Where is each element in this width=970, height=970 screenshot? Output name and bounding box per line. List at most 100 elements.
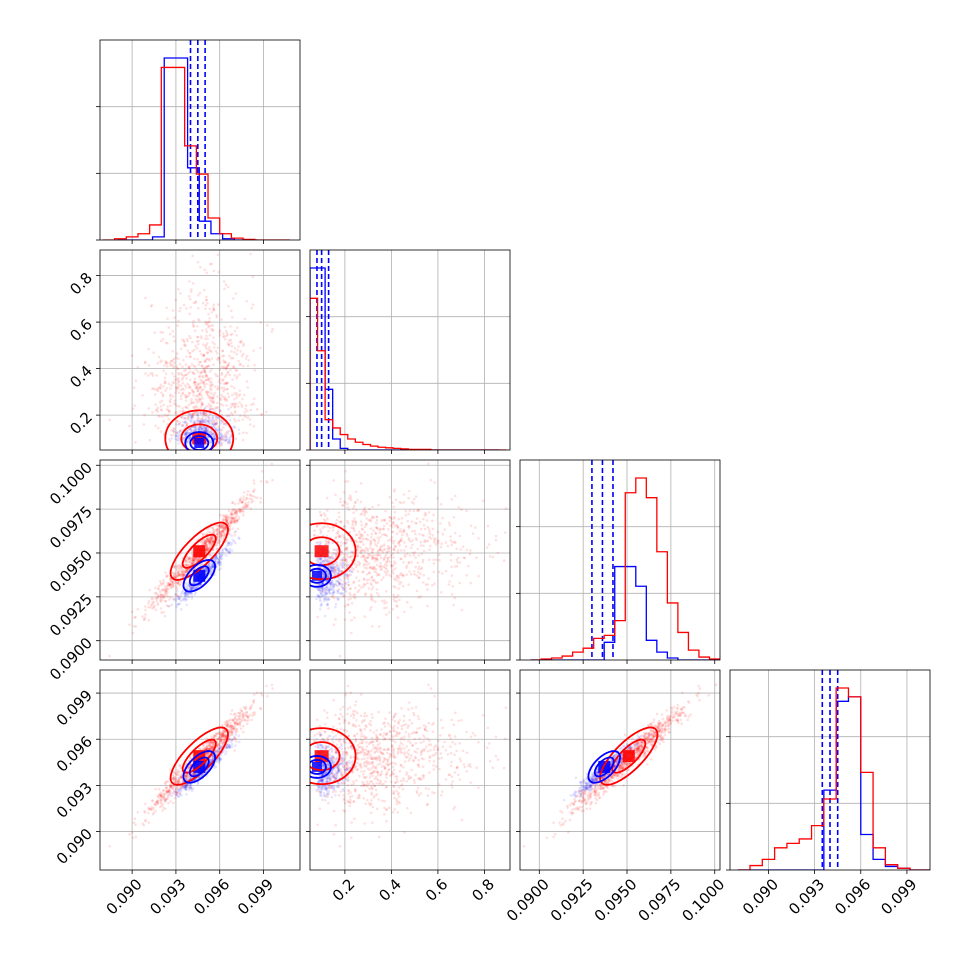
sample-point: [168, 598, 171, 601]
sample-point: [177, 423, 181, 426]
sample-point: [335, 563, 339, 567]
sample-point: [203, 370, 207, 374]
sample-point: [388, 806, 391, 809]
sample-point: [338, 844, 342, 848]
sample-point: [380, 752, 384, 755]
sample-point: [420, 552, 424, 556]
sample-point: [354, 501, 357, 504]
sample-point: [238, 507, 242, 511]
sample-point: [225, 734, 228, 737]
sample-point: [348, 530, 352, 534]
sample-point: [233, 729, 236, 732]
sample-point: [163, 380, 167, 383]
sample-point: [392, 715, 396, 719]
sample-point: [217, 524, 221, 528]
sample-point: [458, 581, 462, 585]
sample-point: [341, 715, 344, 718]
sample-point: [369, 771, 373, 775]
sample-point: [205, 295, 208, 299]
sample-point: [158, 599, 162, 602]
sample-point: [159, 791, 163, 794]
sample-point: [194, 344, 197, 348]
sample-point: [210, 740, 213, 744]
sample-point: [414, 565, 417, 569]
sample-point: [337, 581, 341, 584]
sample-point: [132, 386, 136, 390]
sample-point: [642, 753, 646, 756]
sample-point: [158, 400, 162, 404]
sample-point: [372, 740, 375, 743]
sample-point: [395, 523, 399, 527]
sample-point: [167, 791, 171, 794]
sample-point: [374, 532, 378, 535]
sample-point: [184, 417, 188, 421]
sample-point: [252, 482, 256, 485]
sample-point: [178, 568, 181, 571]
sample-point: [327, 574, 331, 577]
sample-point: [391, 607, 395, 611]
sample-point: [638, 747, 641, 750]
sample-point: [398, 530, 401, 533]
sample-point: [362, 772, 365, 776]
sample-point: [159, 600, 163, 603]
sample-point: [188, 386, 191, 390]
sample-point: [192, 406, 195, 409]
sample-point: [427, 787, 431, 791]
sample-point: [191, 411, 195, 415]
sample-point: [249, 252, 252, 256]
sample-point: [216, 533, 219, 536]
sample-point: [354, 710, 357, 713]
sample-point: [219, 523, 223, 527]
sample-point: [168, 394, 172, 398]
sample-point: [205, 405, 208, 408]
sample-point: [174, 298, 178, 302]
sample-point: [164, 590, 168, 593]
sample-point: [354, 490, 358, 494]
sample-point: [157, 414, 160, 418]
sample-point: [212, 531, 215, 535]
sample-point: [241, 500, 244, 504]
sample-point: [349, 555, 353, 558]
sample-point: [181, 570, 184, 573]
sample-point: [340, 570, 344, 573]
sample-point: [216, 737, 220, 741]
sample-point: [172, 335, 175, 338]
sample-point: [153, 803, 156, 806]
sample-point: [418, 520, 422, 524]
sample-point: [382, 764, 386, 768]
sample-point: [223, 360, 227, 364]
sample-point: [404, 723, 408, 726]
sample-point: [224, 431, 228, 434]
sample-point: [326, 524, 330, 528]
sample-point: [429, 749, 432, 752]
sample-point: [361, 741, 364, 744]
sample-point: [369, 608, 372, 612]
sample-point: [581, 794, 584, 797]
sample-point: [177, 581, 180, 585]
sample-point: [332, 773, 335, 776]
sample-point: [389, 516, 393, 520]
sample-point: [223, 528, 227, 531]
sample-point: [418, 576, 421, 580]
sample-point: [315, 525, 319, 528]
sample-point: [403, 553, 407, 557]
sample-point: [130, 831, 134, 834]
sample-point: [175, 431, 179, 435]
sample-point: [392, 761, 395, 765]
sample-point: [423, 728, 427, 731]
sample-point: [382, 576, 385, 579]
sample-point: [212, 740, 215, 744]
sample-point: [212, 308, 216, 311]
sample-point: [259, 501, 262, 504]
sample-point: [620, 761, 624, 764]
sample-point: [414, 521, 417, 525]
sample-point: [235, 714, 238, 718]
sample-point: [488, 759, 492, 763]
sample-point: [199, 381, 202, 385]
sample-point: [676, 703, 679, 707]
sample-point: [373, 784, 377, 788]
sample-point: [660, 726, 664, 730]
sample-point: [216, 388, 219, 391]
sample-point: [434, 543, 438, 546]
sample-point: [192, 560, 196, 563]
